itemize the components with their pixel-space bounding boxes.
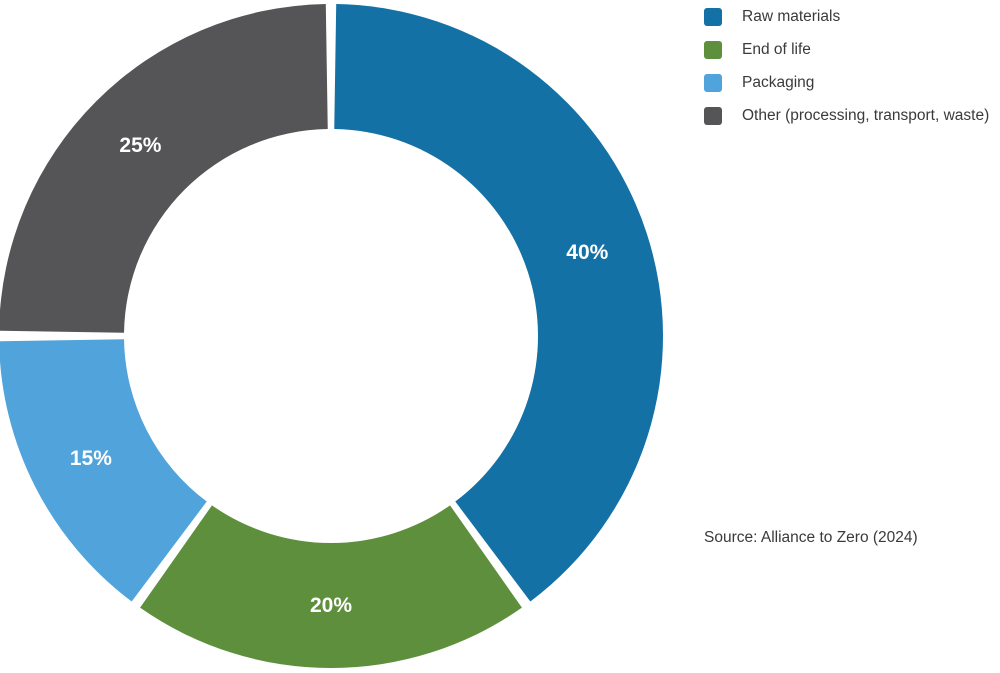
slice-other [0,4,328,333]
slice-raw-materials [334,4,663,602]
donut-chart: 40% 20% 15% 25% [0,4,663,669]
legend-label: Raw materials [742,7,841,25]
legend-label: End of life [742,40,811,58]
legend-swatch [704,106,722,125]
slice-end-of-life [140,505,522,669]
legend-item-end-of-life: End of life [704,33,989,66]
legend-label: Packaging [742,73,815,91]
legend-item-other: Other (processing, transport, waste) [704,99,989,132]
slice-packaging [0,339,207,602]
legend: Raw materials End of life Packaging Othe… [704,0,989,132]
legend-swatch [704,7,722,26]
legend-swatch [704,73,722,92]
slice-label-raw-materials: 40% [566,241,608,264]
slice-label-packaging: 15% [70,447,112,470]
legend-swatch [704,40,722,59]
legend-item-raw-materials: Raw materials [704,0,989,33]
legend-item-packaging: Packaging [704,66,989,99]
source-note: Source: Alliance to Zero (2024) [704,529,918,546]
slice-label-other: 25% [119,134,161,157]
legend-label: Other (processing, transport, waste) [742,106,990,124]
slice-label-end-of-life: 20% [310,594,352,617]
